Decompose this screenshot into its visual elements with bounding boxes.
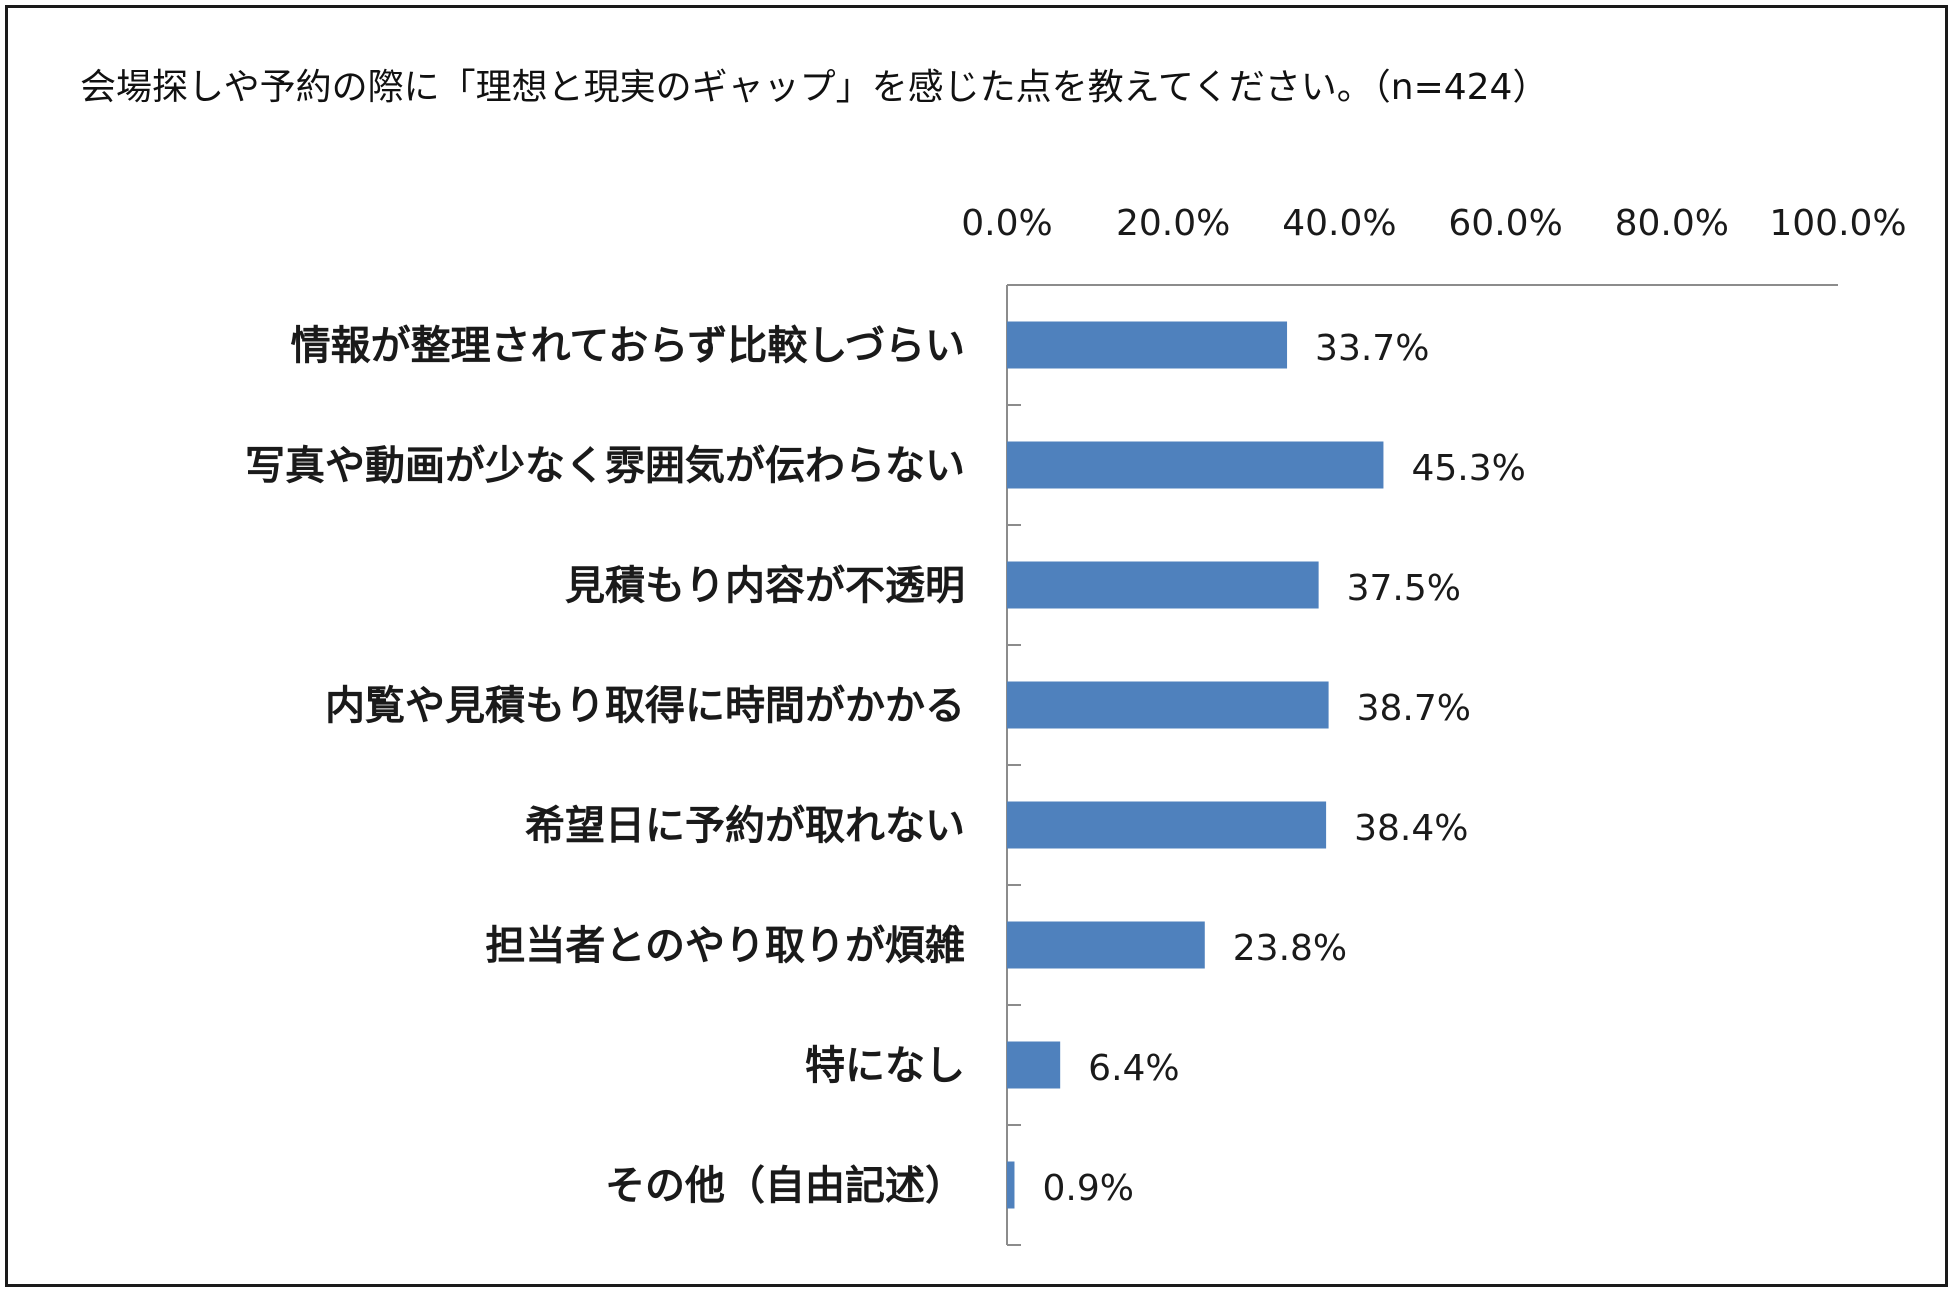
x-tick-label: 0.0% — [961, 203, 1052, 244]
data-label: 37.5% — [1347, 568, 1461, 609]
data-label: 45.3% — [1411, 448, 1525, 489]
category-label: 写真や動画が少なく雰囲気が伝わらない — [245, 443, 965, 489]
x-axis: 0.0% 20.0% 40.0% 60.0% 80.0% 100.0% — [961, 203, 1907, 286]
x-tick-label: 20.0% — [1116, 203, 1230, 244]
x-tick-label: 100.0% — [1769, 203, 1906, 244]
x-tick-label: 60.0% — [1448, 203, 1562, 244]
bar — [1007, 921, 1205, 969]
bar — [1007, 441, 1384, 489]
chart-title: 会場探しや予約の際に「理想と現実のギャップ」を感じた点を教えてください。（n=4… — [80, 67, 1549, 108]
category-label: 見積もり内容が不透明 — [565, 563, 965, 609]
value-labels: 33.7% 45.3% 37.5% 38.7% 38.4% 23.8% 6.4% 0.9% — [1042, 328, 1525, 1209]
data-label: 6.4% — [1088, 1048, 1179, 1089]
category-label: 内覧や見積もり取得に時間がかかる — [325, 683, 965, 729]
data-label: 0.9% — [1042, 1168, 1133, 1209]
bar — [1007, 681, 1329, 729]
bar — [1007, 321, 1288, 369]
category-label: 特になし — [805, 1043, 965, 1089]
chart-frame — [5, 5, 1948, 1287]
category-label: 情報が整理されておらず比較しづらい — [291, 323, 965, 369]
bar — [1007, 801, 1327, 849]
bar — [1007, 1041, 1061, 1089]
bar — [1007, 1161, 1015, 1209]
category-label: 担当者とのやり取りが煩雑 — [485, 923, 965, 969]
data-label: 33.7% — [1315, 328, 1429, 369]
data-label: 23.8% — [1233, 928, 1347, 969]
category-label: その他（自由記述） — [605, 1163, 965, 1209]
category-label: 希望日に予約が取れない — [525, 803, 965, 849]
y-axis — [1006, 284, 1021, 1246]
bar — [1007, 561, 1319, 609]
data-label: 38.4% — [1354, 808, 1468, 849]
category-labels: 情報が整理されておらず比較しづらい写真や動画が少なく雰囲気が伝わらない見積もり内… — [245, 323, 965, 1209]
x-tick-label: 40.0% — [1282, 203, 1396, 244]
data-label: 38.7% — [1357, 688, 1471, 729]
bars — [1007, 321, 1384, 1209]
x-tick-label: 80.0% — [1615, 203, 1729, 244]
